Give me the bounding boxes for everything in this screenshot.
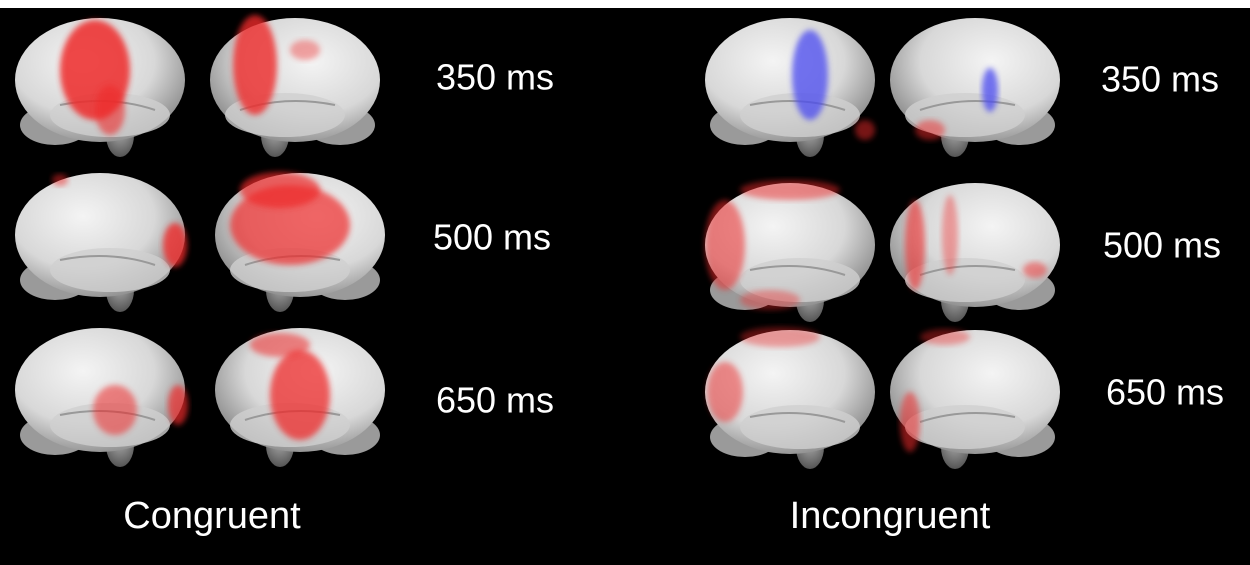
time-label: 500 ms <box>1103 225 1221 266</box>
brain <box>705 180 875 322</box>
activation <box>707 362 743 422</box>
sulcus <box>59 255 156 266</box>
activation <box>163 223 187 267</box>
temporal-lobe <box>740 405 860 449</box>
time-label: 500 ms <box>433 217 551 258</box>
activation <box>740 180 840 200</box>
activation <box>1023 262 1047 278</box>
activation <box>982 68 998 112</box>
brain <box>890 329 1060 469</box>
panel-label: Congruent <box>123 495 301 537</box>
sulcus <box>749 265 846 276</box>
time-label: 650 ms <box>1106 372 1224 413</box>
activation <box>920 329 970 345</box>
activation <box>270 350 330 440</box>
brain <box>15 328 188 467</box>
time-label: 350 ms <box>1101 59 1219 100</box>
activation <box>900 392 920 452</box>
activation <box>240 172 320 208</box>
brain <box>890 18 1060 157</box>
activation <box>942 195 958 275</box>
activation <box>705 200 745 290</box>
temporal-lobe <box>905 258 1025 302</box>
activation <box>52 174 68 186</box>
activation <box>233 15 277 115</box>
brain <box>215 172 385 312</box>
activation <box>168 385 188 425</box>
temporal-lobe <box>905 405 1025 449</box>
brain <box>705 327 875 469</box>
activation <box>95 85 125 135</box>
activation <box>915 120 945 140</box>
time-label: 650 ms <box>436 380 554 421</box>
panel-label: Incongruent <box>790 495 991 537</box>
sulcus <box>919 412 1016 423</box>
temporal-lobe <box>740 93 860 137</box>
activation <box>905 200 925 290</box>
activation <box>290 40 320 60</box>
activation <box>93 385 137 435</box>
brain <box>15 18 185 157</box>
brain <box>210 15 380 157</box>
time-label: 350 ms <box>436 57 554 98</box>
activation <box>740 290 800 310</box>
activation <box>740 327 820 347</box>
sulcus <box>749 412 846 423</box>
temporal-lobe <box>50 248 170 292</box>
activation <box>250 333 310 357</box>
activation <box>855 120 875 140</box>
brain <box>15 173 187 312</box>
sulcus <box>919 265 1016 276</box>
sulcus <box>919 100 1016 111</box>
brain <box>890 183 1060 322</box>
activation <box>792 30 828 120</box>
background <box>0 8 1250 565</box>
brain-images <box>15 15 1060 469</box>
brain <box>215 328 385 467</box>
brain <box>705 18 875 157</box>
